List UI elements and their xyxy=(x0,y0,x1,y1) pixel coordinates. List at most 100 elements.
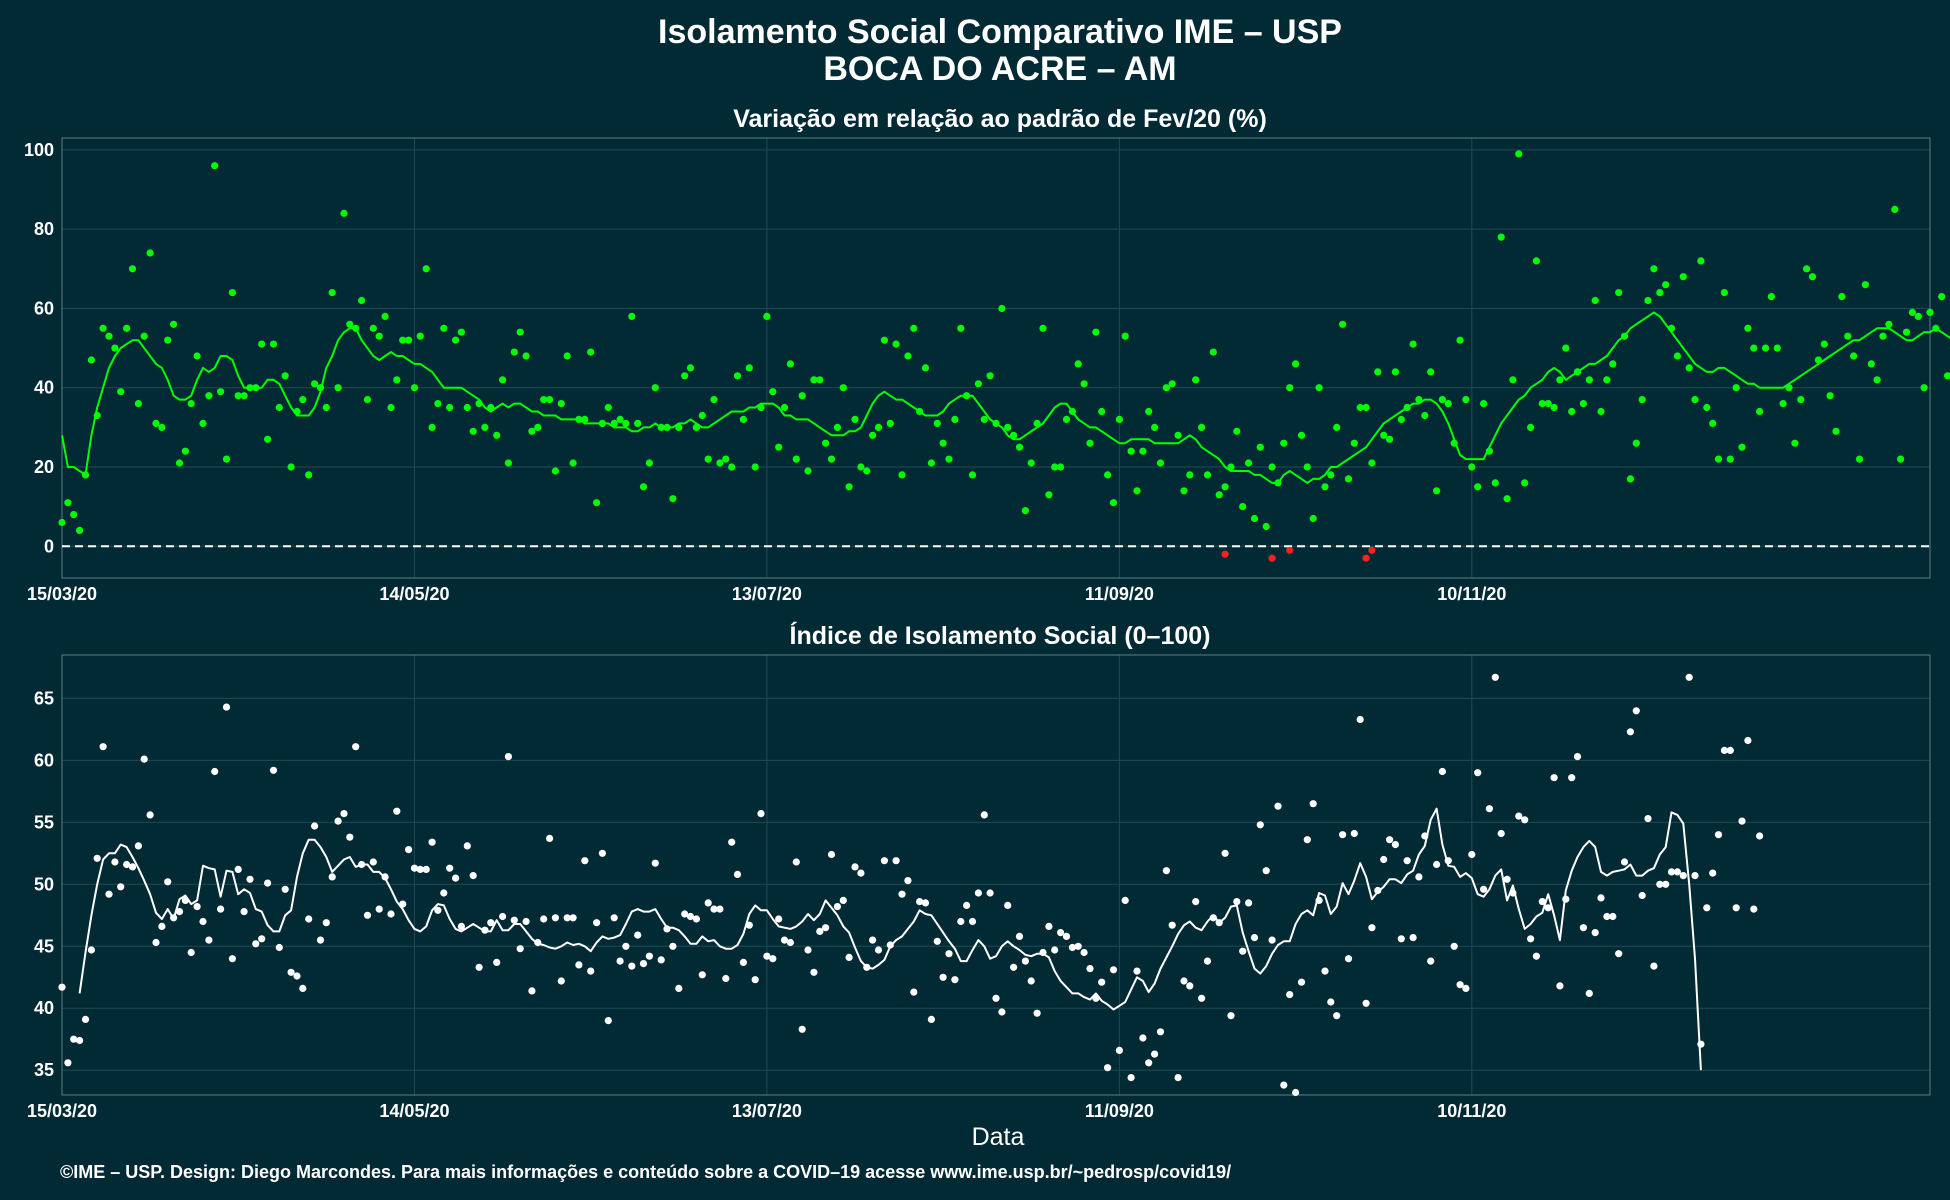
p2-data-point xyxy=(1456,981,1464,989)
p1-data-point xyxy=(504,459,512,467)
p1-data-point xyxy=(880,336,889,344)
p1-data-point xyxy=(1938,293,1946,301)
p2-data-point xyxy=(93,854,101,862)
p1-data-point xyxy=(1233,427,1241,435)
p2-data-point xyxy=(1133,967,1141,975)
p2-data-point xyxy=(187,948,195,957)
p2-data-point xyxy=(246,875,254,883)
p1-data-point xyxy=(816,376,824,384)
p2-data-point xyxy=(563,914,571,922)
p2-data-point xyxy=(1438,767,1446,776)
p1-data-point xyxy=(457,328,465,336)
p2-data-point xyxy=(1544,904,1552,912)
p2-x-tick-label: 14/05/20 xyxy=(379,1101,449,1121)
p1-data-point xyxy=(234,392,242,400)
p1-data-point xyxy=(1127,447,1135,455)
p2-data-point xyxy=(1145,1059,1153,1067)
p1-data-point xyxy=(1186,471,1194,479)
p1-data-point xyxy=(1480,400,1488,408)
p2-data-point xyxy=(1673,868,1681,876)
p1-data-point xyxy=(193,352,201,360)
p2-data-point xyxy=(440,889,448,897)
p1-data-point xyxy=(64,499,72,507)
p1-data-point xyxy=(1897,455,1905,463)
p2-data-point xyxy=(305,915,313,923)
p1-data-point xyxy=(810,376,818,384)
p1-data-point xyxy=(874,423,883,431)
p2-data-point xyxy=(1667,868,1676,876)
p1-data-point xyxy=(493,431,501,439)
p1-data-point xyxy=(1139,447,1147,455)
p2-plot-frame xyxy=(61,654,1931,1096)
p1-data-point xyxy=(134,400,142,408)
p1-data-point xyxy=(1045,491,1053,499)
p2-x-tick-label: 13/07/20 xyxy=(732,1101,802,1121)
p2-data-point xyxy=(1233,898,1241,906)
p1-data-point xyxy=(375,332,383,340)
chart-title-line1: Isolamento Social Comparativo IME – USP xyxy=(658,13,1342,51)
p2-data-point xyxy=(1192,898,1200,906)
p2-data-point xyxy=(546,834,554,843)
p1-data-point xyxy=(1691,396,1699,404)
p1-data-point xyxy=(1491,479,1499,487)
p2-data-point xyxy=(1491,673,1499,681)
p1-data-point xyxy=(1104,471,1112,479)
p2-data-point xyxy=(293,972,301,980)
p1-data-point xyxy=(1767,293,1775,301)
p2-data-point xyxy=(1250,934,1259,942)
p2-data-point xyxy=(1074,942,1082,950)
p1-x-tick-label: 15/03/20 xyxy=(27,584,97,604)
p2-data-point xyxy=(1697,1040,1705,1048)
p1-data-point-negative xyxy=(1221,550,1229,558)
p2-data-point xyxy=(810,968,818,976)
p2-data-point xyxy=(1403,857,1411,865)
p1-data-point xyxy=(1720,289,1728,297)
p2-data-point xyxy=(58,983,66,991)
p1-data-point xyxy=(1474,483,1482,491)
p1-data-point xyxy=(446,403,454,412)
p2-data-point xyxy=(369,858,377,866)
p1-data-point xyxy=(728,463,736,471)
p2-data-point xyxy=(452,874,460,882)
p2-data-point xyxy=(493,958,501,967)
p1-data-point xyxy=(1926,308,1934,316)
p1-data-point xyxy=(287,463,295,471)
p2-data-point xyxy=(904,877,912,885)
p2-data-point xyxy=(1638,891,1646,900)
p2-data-point xyxy=(1203,957,1212,965)
p2-data-point xyxy=(1750,905,1758,913)
p2-data-point xyxy=(827,850,836,859)
p2-data-point xyxy=(410,864,419,872)
p1-y-tick-label: 20 xyxy=(34,457,54,477)
p2-data-point xyxy=(76,1036,84,1045)
p1-data-point xyxy=(405,336,413,344)
p2-data-point xyxy=(1127,1074,1135,1082)
p2-data-point xyxy=(111,858,119,866)
p1-data-point-negative xyxy=(1268,554,1276,562)
p2-data-point xyxy=(64,1059,72,1067)
p1-data-point xyxy=(1527,423,1535,431)
p1-data-point xyxy=(1062,415,1071,423)
p1-data-point xyxy=(1609,360,1617,368)
p1-data-point xyxy=(1280,439,1288,447)
p1-data-point xyxy=(798,392,806,400)
p1-data-point xyxy=(1362,403,1370,412)
p1-data-point-negative xyxy=(1368,546,1376,554)
p2-data-point xyxy=(475,963,483,971)
p2-data-point xyxy=(434,906,442,914)
p2-data-point xyxy=(992,994,1000,1002)
p1-data-point xyxy=(1920,384,1928,392)
p1-data-point xyxy=(845,483,853,491)
p1-data-point xyxy=(275,403,283,412)
p1-data-point xyxy=(1855,455,1864,463)
p1-data-point xyxy=(1838,293,1846,301)
p2-data-point xyxy=(1245,899,1253,907)
p1-data-point xyxy=(968,471,977,479)
p1-data-point xyxy=(1914,312,1922,320)
p1-data-point xyxy=(1221,483,1229,491)
p1-data-point xyxy=(1239,503,1247,511)
p1-data-point xyxy=(1568,407,1576,416)
p1-data-point xyxy=(1544,400,1552,408)
p1-data-point xyxy=(1879,332,1887,340)
p1-data-point xyxy=(76,526,84,535)
